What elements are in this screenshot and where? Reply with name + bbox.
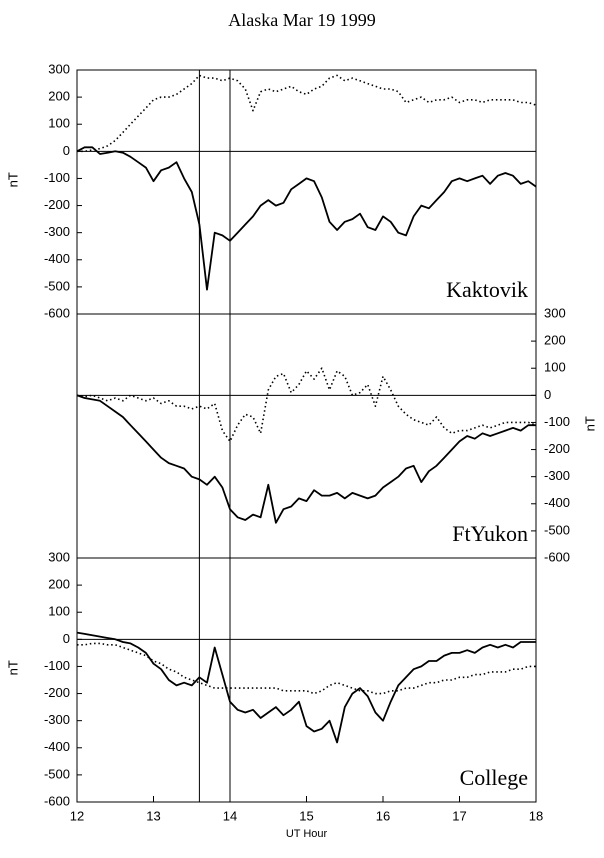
y-tick-label: 300 (544, 305, 566, 320)
y-tick-label: -300 (44, 224, 70, 239)
x-tick-label: 14 (223, 808, 237, 823)
y-tick-label: 0 (63, 631, 70, 646)
y-tick-label: -500 (544, 522, 570, 537)
data-line (76, 631, 536, 744)
y-tick-label: -300 (544, 468, 570, 483)
x-tick-label: 16 (376, 808, 390, 823)
y-tick-label: 200 (48, 577, 70, 592)
x-tick-label: 13 (146, 808, 160, 823)
data-line (77, 642, 536, 695)
data-line (76, 367, 537, 443)
y-tick-label: -100 (44, 170, 70, 185)
y-tick-label: -500 (44, 278, 70, 293)
y-tick-label: -400 (44, 251, 70, 266)
y-tick-label: 100 (48, 116, 70, 131)
y-axis-label: nT (5, 660, 20, 675)
x-tick-label: 17 (452, 808, 466, 823)
y-tick-label: 300 (48, 549, 70, 564)
data-line (77, 74, 537, 153)
y-tick-label: -200 (44, 685, 70, 700)
y-tick-label: -400 (44, 739, 70, 754)
y-tick-label: -500 (44, 766, 70, 781)
y-tick-label: 300 (48, 61, 70, 76)
y-tick-label: -600 (544, 549, 570, 564)
y-tick-label: -200 (544, 441, 570, 456)
x-tick-label: 15 (299, 808, 313, 823)
station-label: Kaktovik (446, 277, 528, 302)
y-tick-label: -100 (44, 658, 70, 673)
y-tick-label: -100 (544, 414, 570, 429)
x-axis-label: UT Hour (286, 828, 328, 840)
chart-title: Alaska Mar 19 1999 (228, 10, 375, 30)
station-label: College (460, 765, 528, 790)
y-tick-label: -200 (44, 197, 70, 212)
x-tick-label: 12 (70, 808, 84, 823)
y-tick-label: -400 (544, 495, 570, 510)
data-line (76, 146, 537, 291)
y-axis-label: nT (582, 416, 597, 431)
y-axis-label: nT (5, 172, 20, 187)
x-tick-label: 18 (529, 808, 543, 823)
y-tick-label: 100 (544, 360, 566, 375)
y-tick-label: 100 (48, 604, 70, 619)
y-tick-label: -300 (44, 712, 70, 727)
y-tick-label: -600 (44, 793, 70, 808)
y-tick-label: 200 (544, 333, 566, 348)
y-tick-label: 0 (544, 387, 551, 402)
station-label: FtYukon (452, 521, 528, 546)
y-tick-label: 200 (48, 89, 70, 104)
y-tick-label: -600 (44, 305, 70, 320)
y-tick-label: 0 (63, 143, 70, 158)
data-line (76, 394, 536, 524)
